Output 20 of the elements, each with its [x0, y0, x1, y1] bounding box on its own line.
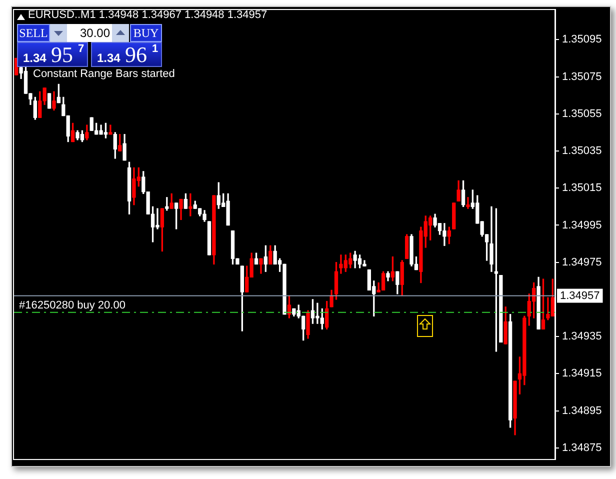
y-tick-label: 1.34895: [562, 404, 602, 417]
candlestick: [108, 124, 112, 135]
y-tick-label: 1.34975: [562, 256, 602, 268]
y-tick-label: 1.34915: [562, 368, 602, 380]
annotation: SELL: [17, 24, 50, 42]
annotation: Constant Range Bars started: [33, 68, 175, 80]
y-tick-label: 1.35055: [562, 108, 602, 120]
chart-title: EURUSD..M1 1.34948 1.34967 1.34948 1.34957: [28, 9, 268, 21]
y-tick-label: 1.35095: [562, 34, 602, 46]
y-tick-label: 1.34995: [562, 219, 602, 232]
annotation: 30.00: [67, 24, 112, 42]
y-tick-label: 1.34935: [562, 330, 602, 343]
y-tick-label: 1.34875: [562, 442, 602, 454]
annotation: BUY: [130, 24, 162, 42]
y-tick-label: 1.35035: [562, 145, 602, 158]
ref-line-label: 1.34957: [560, 290, 600, 302]
ref-line-label: #16250280 buy 20.00: [19, 299, 126, 312]
y-tick-label: 1.35075: [562, 70, 602, 83]
y-tick-label: 1.35015: [562, 182, 602, 194]
candlestick: [466, 197, 470, 209]
